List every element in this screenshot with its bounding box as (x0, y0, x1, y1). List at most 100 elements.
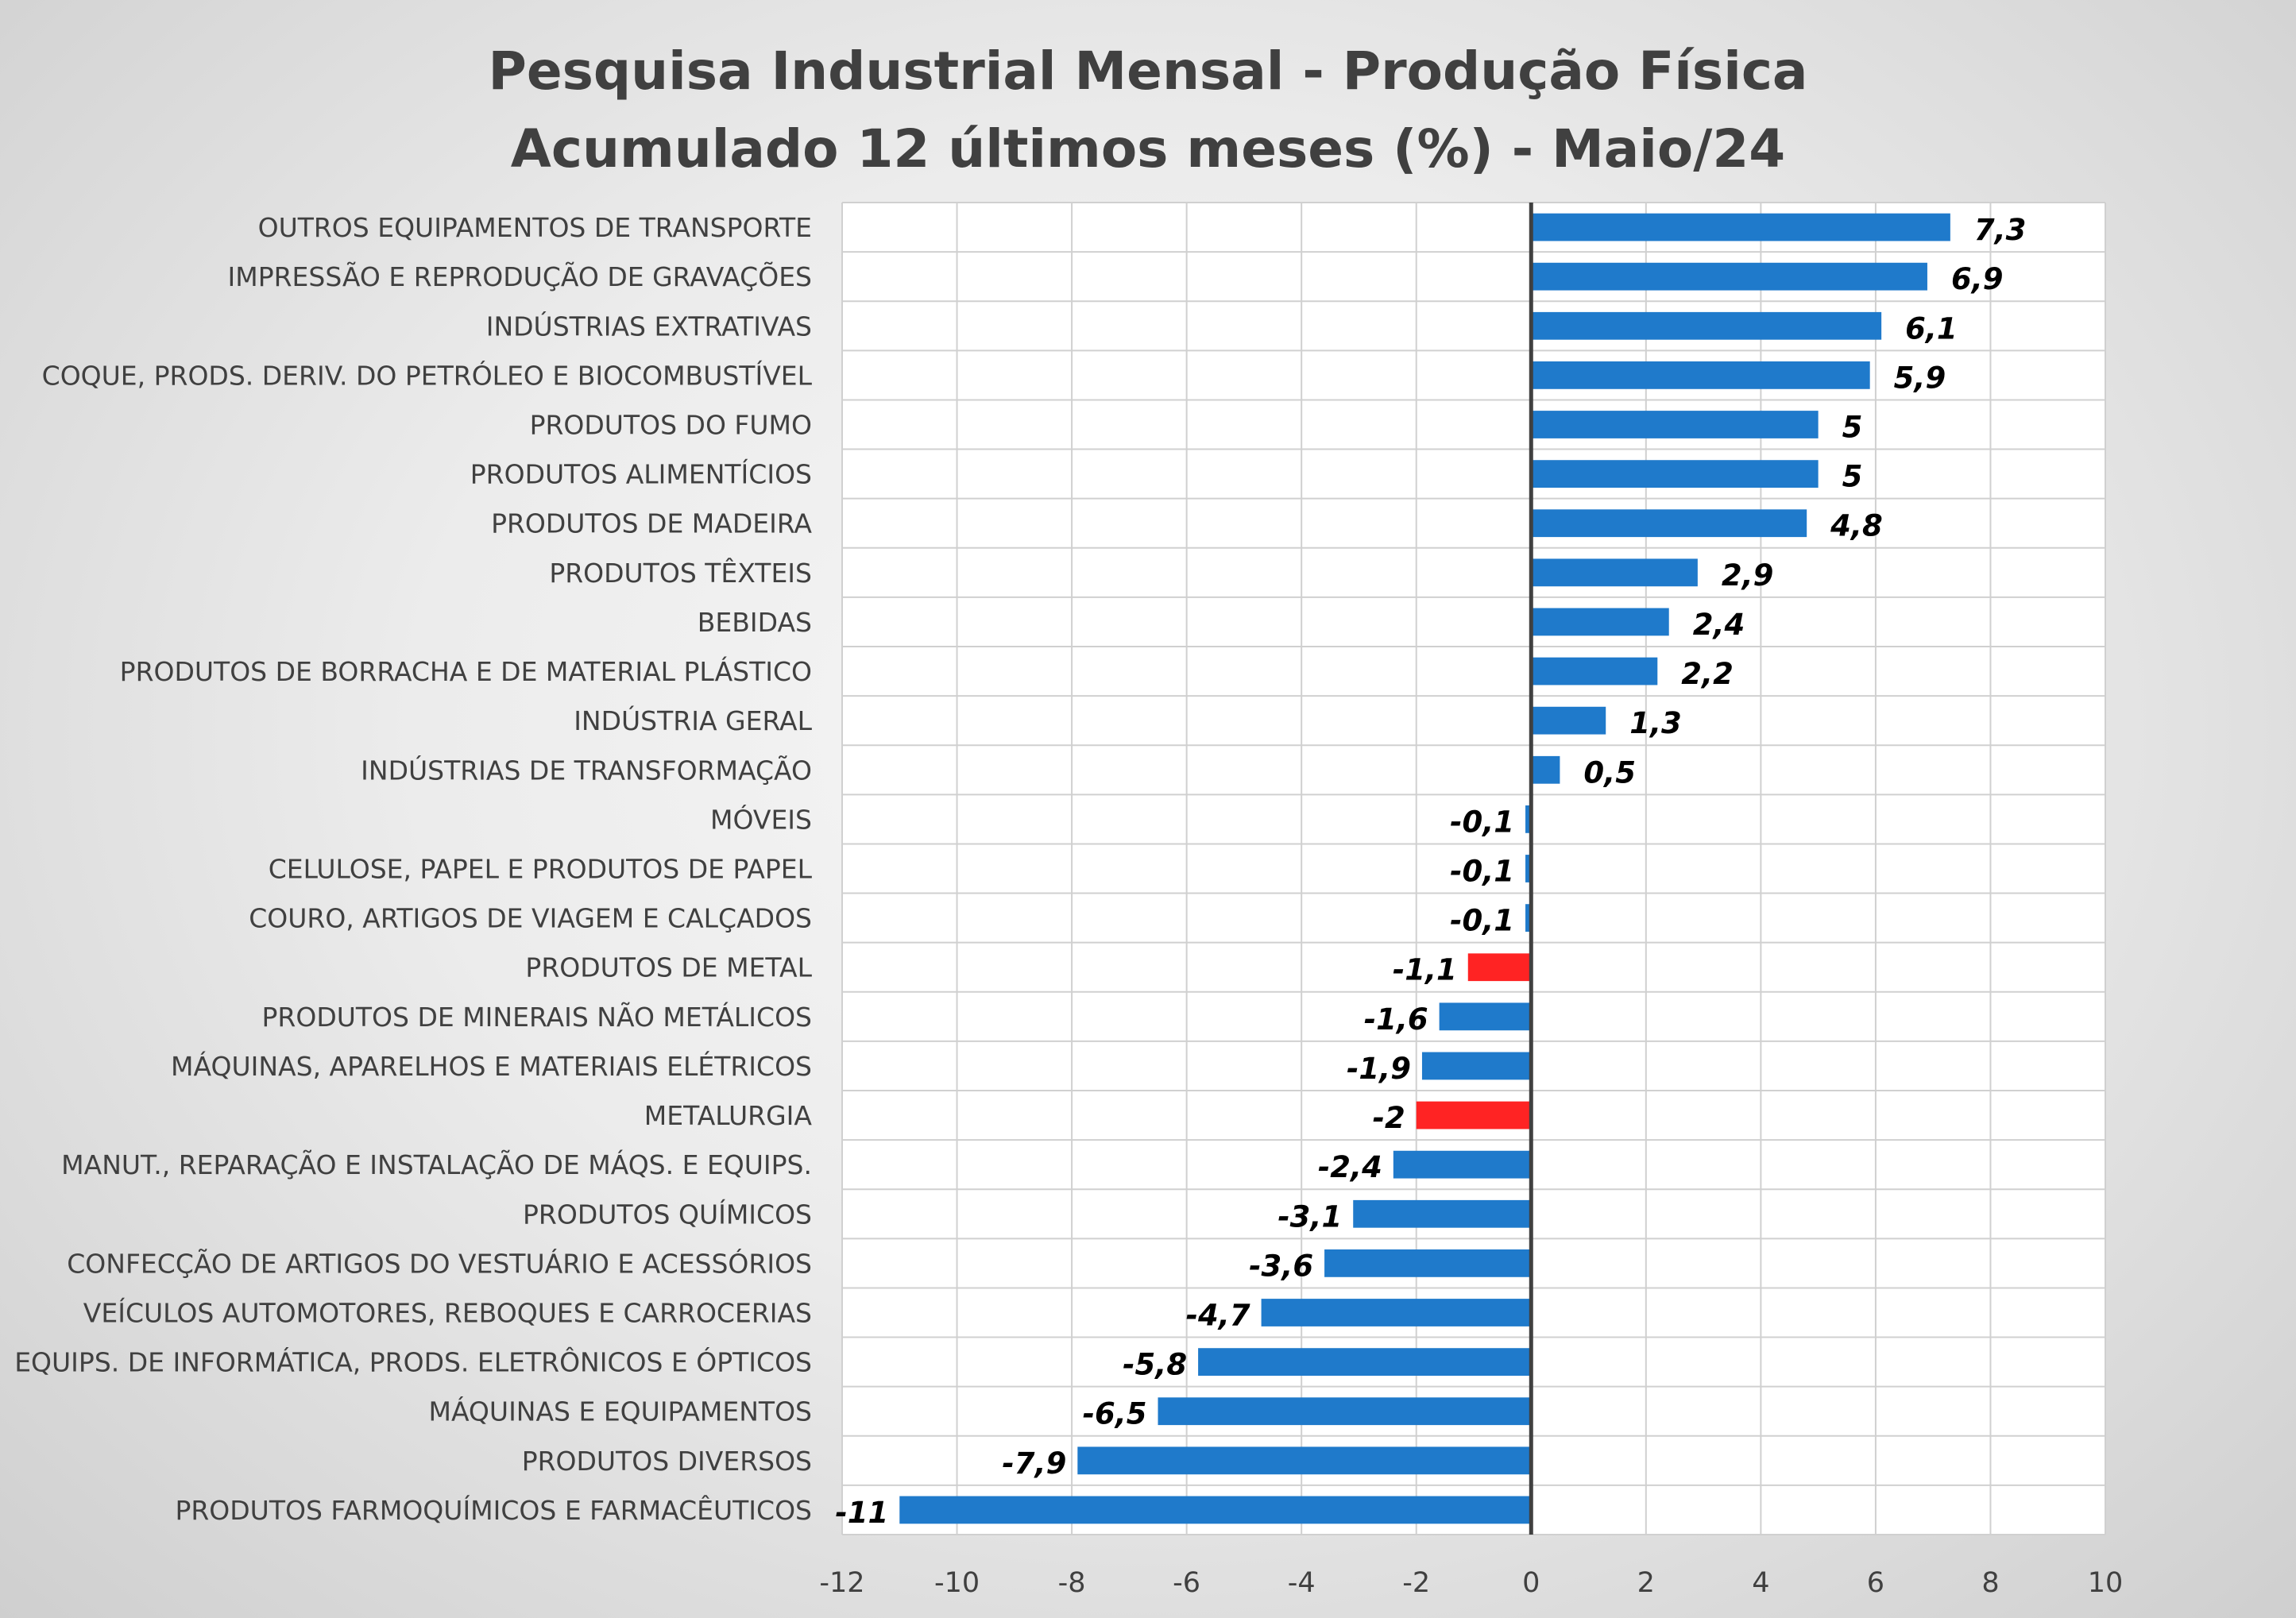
chart-title-line-2: Acumulado 12 últimos meses (%) - Maio/24 (511, 118, 1785, 180)
bar (1531, 755, 1560, 784)
data-label: -2,4 (1318, 1150, 1382, 1184)
data-label: 5 (1842, 460, 1863, 494)
category-label: INDÚSTRIA GERAL (574, 705, 812, 736)
bar (1421, 1052, 1532, 1080)
data-label: -6,5 (1083, 1397, 1147, 1431)
data-label: 2,9 (1722, 558, 1774, 593)
data-label: -0,1 (1450, 904, 1514, 938)
x-tick-label: 8 (1981, 1567, 1999, 1599)
bar (1439, 1002, 1532, 1031)
x-tick-label: -4 (1288, 1567, 1316, 1599)
x-tick-label: -10 (934, 1567, 980, 1599)
data-label: -1,1 (1393, 953, 1457, 987)
bar (1525, 855, 1532, 882)
bar (1525, 904, 1532, 933)
bar (1531, 361, 1870, 389)
category-label: PRODUTOS DE MINERAIS NÃO METÁLICOS (262, 1001, 812, 1033)
data-label: 2,4 (1693, 608, 1745, 642)
category-label: VEÍCULOS AUTOMOTORES, REBOQUES E CARROCE… (83, 1297, 812, 1329)
x-tick-label: -6 (1173, 1567, 1200, 1599)
category-label: PRODUTOS DE METAL (525, 952, 812, 983)
bar (1416, 1101, 1532, 1130)
data-label: -3,1 (1277, 1199, 1342, 1234)
data-label: -1,9 (1347, 1052, 1411, 1086)
data-label: 6,9 (1951, 262, 2004, 296)
category-label: METALURGIA (644, 1100, 813, 1131)
data-label: 6,1 (1905, 311, 1958, 346)
data-label: -3,6 (1249, 1249, 1313, 1283)
bar (1393, 1150, 1532, 1179)
data-label: -0,1 (1450, 855, 1514, 889)
bar (1353, 1199, 1532, 1228)
category-label: IMPRESSÃO E REPRODUÇÃO DE GRAVAÇÕES (228, 261, 813, 292)
category-label: INDÚSTRIAS DE TRANSFORMAÇÃO (361, 754, 812, 786)
category-label: PRODUTOS DIVERSOS (522, 1446, 812, 1477)
bar (1261, 1299, 1532, 1326)
x-tick-label: 6 (1867, 1567, 1884, 1599)
data-label: -1,6 (1364, 1002, 1428, 1037)
data-label: -4,7 (1186, 1299, 1250, 1333)
data-labels: 7,3 6,9 6,1 5,9 5 5 4,8 2,9 2,4 2,2 1,3 0,5 -0,1 -0,1… (835, 213, 2026, 1530)
category-label: INDÚSTRIAS EXTRATIVAS (486, 310, 812, 342)
x-tick-label: -8 (1058, 1567, 1086, 1599)
category-label: EQUIPS. DE INFORMÁTICA, PRODS. ELETRÔNIC… (14, 1346, 812, 1378)
data-label: 5 (1842, 411, 1863, 445)
category-label: PRODUTOS DE MADEIRA (491, 508, 812, 539)
category-label: PRODUTOS QUÍMICOS (523, 1198, 812, 1230)
bar (1531, 411, 1819, 438)
category-label: PRODUTOS DE BORRACHA E DE MATERIAL PLÁST… (120, 655, 812, 687)
data-label: 1,3 (1629, 706, 1682, 740)
data-label: -2 (1373, 1101, 1405, 1135)
bar (1531, 213, 1950, 241)
bar (1531, 509, 1807, 538)
bar (1158, 1397, 1532, 1426)
bar (1531, 558, 1698, 587)
bar (899, 1496, 1532, 1524)
x-axis-ticks: -12 -10 -8 -6 -4 -2 0 2 4 6 8 10 (819, 1567, 2123, 1599)
bar (1525, 805, 1532, 833)
bar (1531, 657, 1658, 685)
category-label: MÓVEIS (710, 803, 812, 835)
category-label: COURO, ARTIGOS DE VIAGEM E CALÇADOS (249, 903, 812, 934)
bar (1531, 706, 1606, 735)
data-label: -11 (835, 1496, 888, 1530)
bar (1198, 1348, 1532, 1377)
bars (899, 213, 1950, 1524)
bar (1467, 953, 1532, 982)
data-label: -7,9 (1002, 1446, 1066, 1481)
bar (1531, 311, 1882, 340)
data-label: 5,9 (1894, 361, 1946, 395)
category-label: MÁQUINAS E EQUIPAMENTOS (428, 1396, 812, 1427)
category-labels: OUTROS EQUIPAMENTOS DE TRANSPORTE IMPRESS… (14, 212, 812, 1526)
category-label: PRODUTOS FARMOQUÍMICOS E FARMACÊUTICOS (175, 1494, 812, 1526)
x-tick-label: 4 (1752, 1567, 1769, 1599)
x-tick-label: -2 (1402, 1567, 1430, 1599)
data-label: -5,8 (1123, 1348, 1187, 1382)
x-tick-label: 0 (1522, 1567, 1540, 1599)
bar (1531, 460, 1819, 488)
data-label: 2,2 (1681, 657, 1734, 691)
category-label: CELULOSE, PAPEL E PRODUTOS DE PAPEL (269, 854, 813, 885)
data-label: -0,1 (1450, 805, 1514, 839)
data-label: 7,3 (1974, 213, 2027, 247)
chart-title-line-1: Pesquisa Industrial Mensal - Produção Fí… (489, 41, 1808, 102)
category-label: MÁQUINAS, APARELHOS E MATERIAIS ELÉTRICO… (171, 1050, 812, 1082)
category-label: PRODUTOS ALIMENTÍCIOS (470, 458, 812, 490)
category-label: BEBIDAS (698, 607, 812, 638)
category-label: PRODUTOS DO FUMO (530, 410, 812, 441)
category-label: CONFECÇÃO DE ARTIGOS DO VESTUÁRIO E ACES… (67, 1247, 812, 1279)
x-tick-label: 10 (2088, 1567, 2124, 1599)
bar (1077, 1446, 1532, 1475)
x-tick-label: -12 (819, 1567, 864, 1599)
bar (1324, 1249, 1532, 1277)
bar (1531, 262, 1927, 291)
category-label: OUTROS EQUIPAMENTOS DE TRANSPORTE (258, 212, 812, 243)
category-label: COQUE, PRODS. DERIV. DO PETRÓLEO E BIOCO… (42, 359, 813, 391)
bar (1531, 608, 1669, 636)
category-label: MANUT., REPARAÇÃO E INSTALAÇÃO DE MÁQS. … (61, 1149, 812, 1180)
x-tick-label: 2 (1637, 1567, 1655, 1599)
data-label: 0,5 (1583, 755, 1636, 790)
category-label: PRODUTOS TÊXTEIS (549, 557, 812, 589)
data-label: 4,8 (1830, 509, 1883, 543)
